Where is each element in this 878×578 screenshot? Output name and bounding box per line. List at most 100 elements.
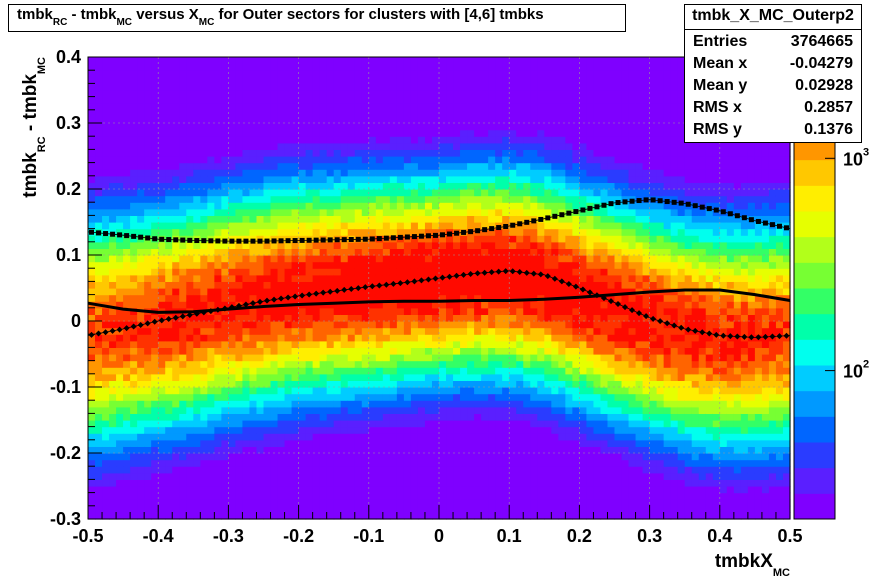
heatmap-cell <box>410 387 419 395</box>
heatmap-cell <box>291 347 300 355</box>
heatmap-cell <box>312 189 321 197</box>
heatmap-cell <box>116 83 124 91</box>
heatmap-cell <box>565 492 573 500</box>
heatmap-cell <box>410 103 419 111</box>
heatmap-cell <box>88 413 96 421</box>
heatmap-cell <box>144 288 152 296</box>
heatmap-cell <box>474 208 482 216</box>
heatmap-cell <box>403 261 412 269</box>
heatmap-cell <box>340 136 349 144</box>
heatmap-cell <box>116 96 124 104</box>
heatmap-cell <box>502 182 510 190</box>
heatmap-cell <box>446 261 454 269</box>
heatmap-cell <box>333 486 342 494</box>
heatmap-cell <box>102 222 110 230</box>
heatmap-cell <box>228 453 237 461</box>
heatmap-cell <box>207 446 215 454</box>
heatmap-cell <box>396 321 405 329</box>
heatmap-cell <box>495 314 503 322</box>
heatmap-cell <box>221 129 229 137</box>
heatmap-cell <box>186 288 194 296</box>
heatmap-cell <box>389 261 398 269</box>
heatmap-cell <box>354 149 363 157</box>
heatmap-cell <box>235 90 244 98</box>
heatmap-cell <box>214 387 222 395</box>
heatmap-cell <box>88 169 96 177</box>
heatmap-cell <box>305 175 314 183</box>
heatmap-cell <box>137 90 145 98</box>
heatmap-cell <box>221 413 229 421</box>
heatmap-cell <box>116 109 124 117</box>
heatmap-cell <box>123 288 131 296</box>
heatmap-cell <box>221 57 229 65</box>
heatmap-cell <box>403 90 412 98</box>
heatmap-cell <box>396 288 405 296</box>
heatmap-cell <box>242 96 251 104</box>
heatmap-cell <box>516 400 524 408</box>
heatmap-cell <box>298 123 307 131</box>
heatmap-cell <box>375 354 384 362</box>
heatmap-cell <box>396 162 405 170</box>
heatmap-cell <box>165 327 173 335</box>
heatmap-cell <box>186 123 194 131</box>
heatmap-cell <box>319 241 328 249</box>
heatmap-cell <box>424 248 433 256</box>
heatmap-cell <box>165 169 173 177</box>
heatmap-cell <box>586 367 595 375</box>
heatmap-cell <box>467 453 475 461</box>
heatmap-cell <box>221 195 229 203</box>
heatmap-cell <box>235 406 244 414</box>
heatmap-cell <box>165 373 173 381</box>
heatmap-cell <box>214 222 222 230</box>
heatmap-cell <box>137 505 145 513</box>
heatmap-cell <box>551 103 559 111</box>
heatmap-cell <box>298 169 307 177</box>
heatmap-cell <box>228 479 237 487</box>
heatmap-cell <box>474 393 482 401</box>
heatmap-cell <box>516 228 524 236</box>
heatmap-cell <box>291 248 300 256</box>
heatmap-cell <box>137 274 145 282</box>
heatmap-cell <box>312 307 321 315</box>
heatmap-cell <box>453 321 461 329</box>
heatmap-cell <box>530 116 538 124</box>
heatmap-cell <box>242 380 251 388</box>
heatmap-cell <box>481 162 489 170</box>
heatmap-cell <box>516 149 524 157</box>
heatmap-cell <box>474 406 482 414</box>
heatmap-cell <box>291 446 300 454</box>
heatmap-cell <box>558 360 566 368</box>
heatmap-cell <box>193 367 201 375</box>
heatmap-cell <box>368 222 377 230</box>
heatmap-cell <box>389 189 398 197</box>
heatmap-cell <box>467 208 475 216</box>
heatmap-cell <box>193 400 201 408</box>
heatmap-cell <box>424 439 433 447</box>
heatmap-cell <box>158 70 166 78</box>
heatmap-cell <box>305 57 314 65</box>
heatmap-cell <box>460 367 468 375</box>
heatmap-cell <box>467 162 475 170</box>
heatmap-cell <box>544 149 552 157</box>
heatmap-cell <box>249 446 258 454</box>
heatmap-cell <box>347 492 356 500</box>
heatmap-cell <box>333 274 342 282</box>
heatmap-cell <box>312 340 321 348</box>
heatmap-cell <box>221 492 229 500</box>
heatmap-cell <box>417 76 426 84</box>
heatmap-cell <box>207 281 215 289</box>
heatmap-cell <box>305 327 314 335</box>
heatmap-cell <box>523 215 531 223</box>
heatmap-cell <box>551 129 559 137</box>
heatmap-cell <box>165 472 173 480</box>
heatmap-cell <box>382 373 391 381</box>
heatmap-cell <box>558 202 566 210</box>
heatmap-cell <box>242 129 251 137</box>
heatmap-cell <box>361 433 370 441</box>
heatmap-cell <box>389 70 398 78</box>
heatmap-cell <box>502 261 510 269</box>
heatmap-cell <box>242 420 251 428</box>
heatmap-cell <box>151 334 159 342</box>
heatmap-cell <box>565 505 573 513</box>
heatmap-cell <box>354 400 363 408</box>
